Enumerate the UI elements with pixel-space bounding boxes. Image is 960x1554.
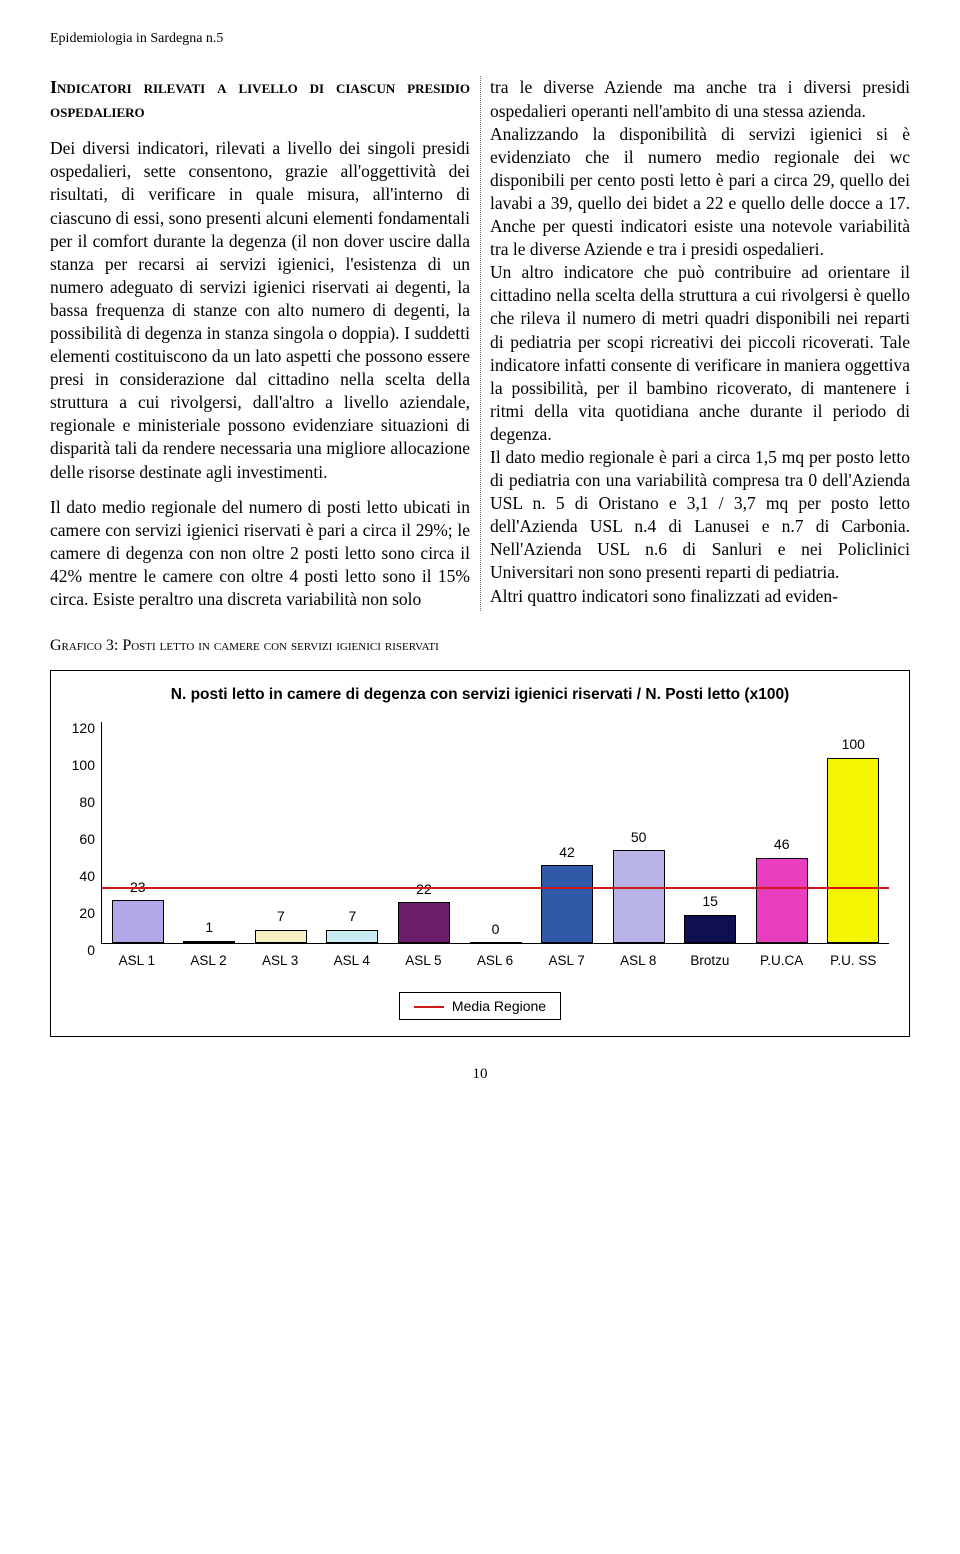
bar-group: 22 xyxy=(388,722,460,943)
y-tick-label: 80 xyxy=(79,793,95,811)
bar-value-label: 42 xyxy=(531,843,603,861)
bar-value-label: 50 xyxy=(603,828,675,846)
y-tick-label: 100 xyxy=(72,756,95,774)
bar-value-label: 15 xyxy=(674,892,746,910)
chart-heading: N. posti letto in camere di degenza con … xyxy=(67,685,893,705)
bar xyxy=(684,915,736,943)
bar-group: 100 xyxy=(817,722,889,943)
paragraph: Altri quattro indicatori sono finalizzat… xyxy=(490,585,910,608)
bar-group: 1 xyxy=(174,722,246,943)
bar xyxy=(827,758,879,943)
bar-value-label: 100 xyxy=(817,735,889,753)
chart-legend: Media Regione xyxy=(67,992,893,1020)
bar-value-label: 7 xyxy=(317,907,389,925)
x-tick-label: Brotzu xyxy=(674,952,746,970)
plot-region: 2317722042501546100 xyxy=(101,722,889,944)
chart-container: N. posti letto in camere di degenza con … xyxy=(50,670,910,1037)
x-axis-labels: ASL 1ASL 2ASL 3ASL 4ASL 5ASL 6ASL 7ASL 8… xyxy=(101,952,889,970)
paragraph: Analizzando la disponibilità di servizi … xyxy=(490,123,910,262)
chart-caption: Grafico 3: Posti letto in camere con ser… xyxy=(50,635,910,656)
paragraph: tra le diverse Aziende ma anche tra i di… xyxy=(490,77,910,120)
bar-group: 23 xyxy=(102,722,174,943)
bar xyxy=(255,930,307,943)
bar-value-label: 7 xyxy=(245,907,317,925)
body-text-columns: Indicatori rilevati a livello di ciascun… xyxy=(50,76,910,611)
bar-value-label: 0 xyxy=(460,920,532,938)
bar-group: 7 xyxy=(245,722,317,943)
x-tick-label: ASL 4 xyxy=(316,952,388,970)
y-tick-label: 60 xyxy=(79,830,95,848)
reference-line xyxy=(102,887,889,889)
bars-container: 2317722042501546100 xyxy=(102,722,889,943)
page-number: 10 xyxy=(50,1065,910,1085)
bar xyxy=(112,900,164,943)
bar-group: 42 xyxy=(531,722,603,943)
x-tick-label: P.U. SS xyxy=(817,952,889,970)
y-tick-label: 20 xyxy=(79,904,95,922)
x-tick-label: ASL 7 xyxy=(531,952,603,970)
bar xyxy=(613,850,665,943)
bar-group: 0 xyxy=(460,722,532,943)
x-tick-label: ASL 2 xyxy=(173,952,245,970)
legend-item: Media Regione xyxy=(399,992,561,1020)
y-tick-label: 120 xyxy=(72,719,95,737)
x-tick-label: ASL 8 xyxy=(602,952,674,970)
bar-value-label: 1 xyxy=(174,918,246,936)
y-tick-label: 0 xyxy=(87,941,95,959)
paragraph: Il dato medio regionale del numero di po… xyxy=(50,496,470,611)
x-tick-label: ASL 1 xyxy=(101,952,173,970)
x-tick-label: P.U.CA xyxy=(746,952,818,970)
x-tick-label: ASL 3 xyxy=(244,952,316,970)
y-axis: 020406080100120 xyxy=(67,722,99,944)
bar xyxy=(756,858,808,943)
bar xyxy=(541,865,593,943)
section-title: Indicatori rilevati a livello di ciascun… xyxy=(50,76,470,123)
legend-line-swatch xyxy=(414,1006,444,1008)
bar-group: 46 xyxy=(746,722,818,943)
paragraph: Dei diversi indicatori, rilevati a livel… xyxy=(50,137,470,483)
bar xyxy=(470,942,522,943)
bar-group: 15 xyxy=(674,722,746,943)
bar-group: 50 xyxy=(603,722,675,943)
x-tick-label: ASL 6 xyxy=(459,952,531,970)
x-tick-label: ASL 5 xyxy=(388,952,460,970)
journal-header: Epidemiologia in Sardegna n.5 xyxy=(50,30,910,48)
paragraph: Un altro indicatore che può contribuire … xyxy=(490,261,910,446)
bar xyxy=(183,941,235,943)
bar-value-label: 46 xyxy=(746,835,818,853)
bar xyxy=(398,902,450,943)
bar-group: 7 xyxy=(317,722,389,943)
y-tick-label: 40 xyxy=(79,867,95,885)
chart-plot-area: 020406080100120 2317722042501546100 ASL … xyxy=(67,722,893,982)
bar xyxy=(326,930,378,943)
paragraph: Il dato medio regionale è pari a circa 1… xyxy=(490,446,910,585)
legend-label: Media Regione xyxy=(452,998,546,1014)
